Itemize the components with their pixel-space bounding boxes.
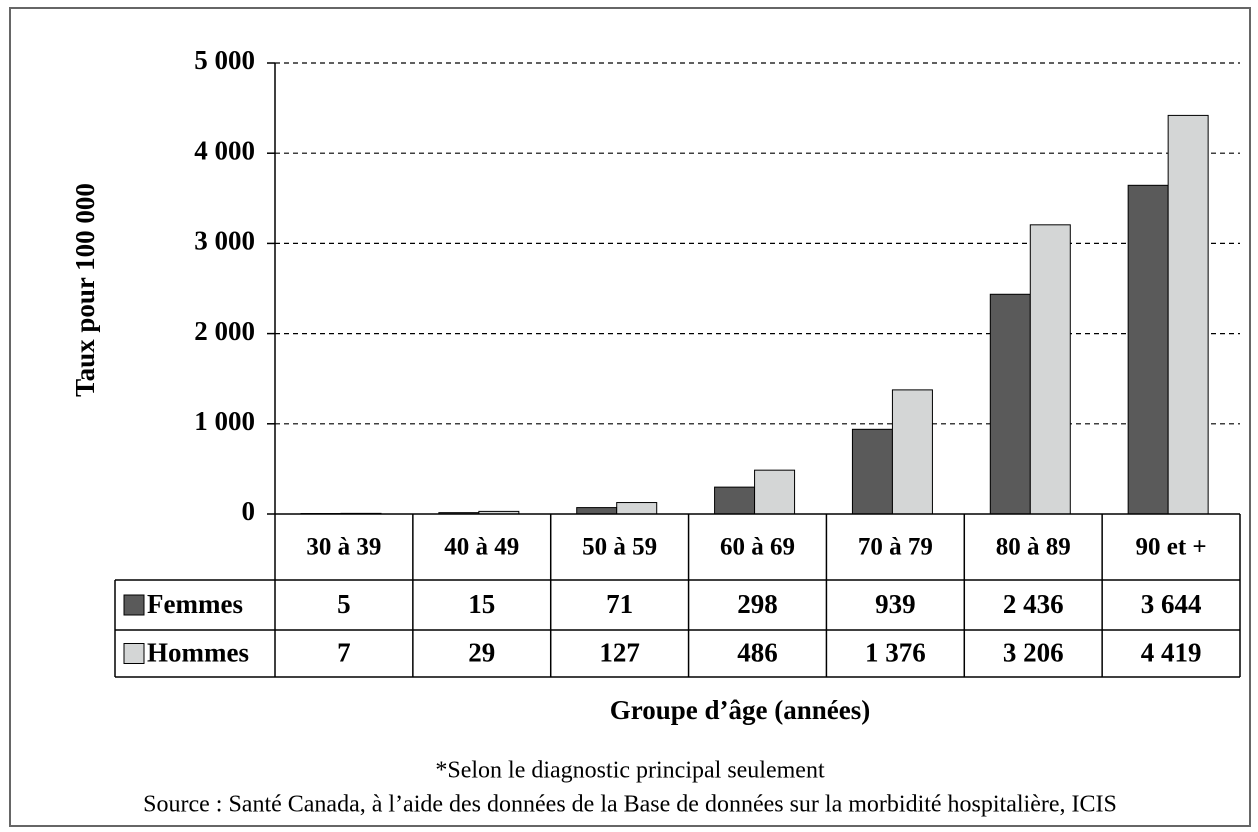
y-tick-label: 5 000 [194,45,255,75]
table-value: 486 [737,638,778,668]
legend-label: Hommes [147,638,249,668]
table-value: 29 [468,638,495,668]
y-tick-label: 4 000 [194,135,255,165]
table-value: 3 644 [1141,589,1202,619]
table-value: 1 376 [865,638,926,668]
bar [1127,184,1169,515]
y-tick-label: 2 000 [194,316,255,346]
table-value: 71 [606,589,633,619]
x-tick-label: 60 à 69 [720,534,795,561]
table-value: 15 [468,589,495,619]
table-value: 298 [737,589,778,619]
table-value: 939 [875,589,916,619]
legend-swatch [123,643,145,664]
note: *Selon le diagnostic principal seulement [435,758,825,784]
table-value: 7 [337,638,351,668]
bar [576,507,618,515]
x-axis-label: Groupe d’âge (années) [610,695,871,725]
bar [754,469,796,515]
legend-swatch [123,594,145,616]
x-tick-label: 70 à 79 [858,534,933,561]
table-value: 3 206 [1003,638,1064,668]
x-tick-label: 50 à 59 [582,534,657,561]
bar [851,428,893,515]
x-tick-label: 40 à 49 [444,534,519,561]
frame [9,7,1251,827]
bar [714,486,756,515]
x-tick-label: 80 à 89 [996,534,1071,561]
source: Source : Santé Canada, à l’aide des donn… [143,792,1117,818]
bar [616,502,658,515]
bar [989,293,1031,515]
x-tick-label: 90 et + [1135,534,1206,561]
bar [891,389,933,515]
y-tick-label: 3 000 [194,226,255,256]
y-tick-label: 1 000 [194,406,255,436]
legend-label: Femmes [147,589,243,619]
table-value: 5 [337,589,351,619]
bar [1029,224,1071,515]
y-tick-label: 0 [242,496,256,526]
table-value: 2 436 [1003,589,1064,619]
y-axis-label: Taux pour 100 000 [70,183,100,397]
table-value: 4 419 [1141,638,1202,668]
table-value: 127 [599,638,640,668]
bar [1167,114,1209,515]
x-tick-label: 30 à 39 [306,534,381,561]
